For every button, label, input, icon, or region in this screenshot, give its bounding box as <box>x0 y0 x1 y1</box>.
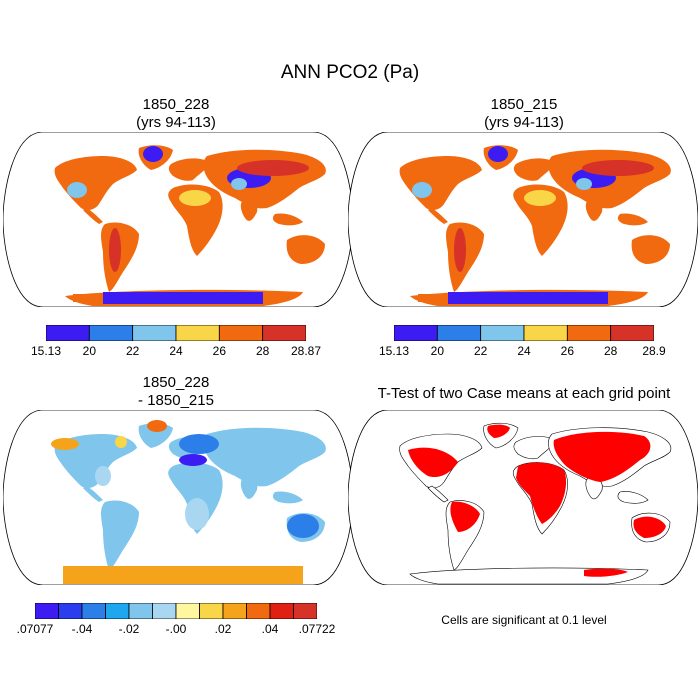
colorbar-swatch <box>269 603 294 619</box>
colorbar-swatch <box>152 603 177 619</box>
panel-title-line1: 1850_215 <box>490 96 558 113</box>
colorbar-top-right <box>394 325 654 341</box>
figure-title: ANN PCO2 (Pa) <box>280 62 420 83</box>
colorbar-label: 28.87 <box>290 344 322 358</box>
panel-title-line2: (yrs 94-113) <box>484 114 564 131</box>
panel-title-line1: T-Test of two Case means at each grid po… <box>377 385 671 402</box>
colorbar-diff <box>35 603 317 619</box>
colorbar-swatch <box>246 603 271 619</box>
colorbar-swatch <box>81 603 106 619</box>
panel-title-line2: (yrs 94-113) <box>136 114 216 131</box>
world-map-icon <box>3 132 353 307</box>
colorbar-swatch <box>480 325 525 341</box>
colorbar-label: .07722 <box>298 622 336 636</box>
colorbar-swatch <box>46 325 90 341</box>
world-map-icon <box>3 410 353 585</box>
panel-title-bottom-left: 1850_228 - 1850_215 <box>4 374 348 410</box>
significance-note: Cells are significant at 0.1 level <box>441 613 607 627</box>
colorbar-label: 20 <box>82 344 97 358</box>
colorbar-label: -.04 <box>71 622 93 636</box>
colorbar-swatch <box>293 603 317 619</box>
colorbar-swatch <box>222 603 247 619</box>
colorbar-swatch <box>35 603 59 619</box>
colorbar-swatch <box>199 603 224 619</box>
colorbar-swatch <box>218 325 264 341</box>
panel-title-top-left: 1850_228 (yrs 94-113) <box>4 96 348 132</box>
colorbar-swatch <box>523 325 568 341</box>
panel-title-line1: 1850_228 <box>142 374 210 391</box>
colorbar-swatch <box>175 325 220 341</box>
world-map-icon <box>348 410 698 585</box>
colorbar-label: 22 <box>473 344 488 358</box>
colorbar-swatch <box>88 325 134 341</box>
colorbar-label: 26 <box>212 344 227 358</box>
colorbar-label: 15.13 <box>378 344 410 358</box>
colorbar-label: 22 <box>125 344 140 358</box>
colorbar-label: -.00 <box>165 622 187 636</box>
panel-title-line1: 1850_228 <box>142 96 210 113</box>
colorbar-label: .07077 <box>16 622 54 636</box>
colorbar-swatch <box>394 325 438 341</box>
colorbar-top-left <box>46 325 306 341</box>
colorbar-label: .02 <box>214 622 232 636</box>
colorbar-label: .04 <box>261 622 279 636</box>
colorbar-labels-top-right: 15.13 20 22 24 26 28 28.9 <box>379 344 666 360</box>
colorbar-swatch <box>132 325 177 341</box>
world-map-icon <box>348 132 698 307</box>
colorbar-label: 24 <box>517 344 531 358</box>
colorbar-swatch <box>566 325 612 341</box>
colorbar-swatch <box>436 325 482 341</box>
colorbar-swatch <box>610 325 654 341</box>
colorbar-swatch <box>58 603 83 619</box>
colorbar-label: 15.13 <box>30 344 62 358</box>
colorbar-label: 24 <box>169 344 183 358</box>
panel-title-line2: - 1850_215 <box>138 392 214 409</box>
colorbar-label: 28 <box>603 344 618 358</box>
colorbar-labels-top-left: 15.13 20 22 24 26 28 28.87 <box>31 344 321 360</box>
colorbar-label: -.02 <box>118 622 140 636</box>
colorbar-swatch <box>128 603 153 619</box>
panel-title-top-right: 1850_215 (yrs 94-113) <box>350 96 698 132</box>
colorbar-label: 20 <box>430 344 445 358</box>
colorbar-swatch <box>105 603 130 619</box>
panel-title-bottom-right: T-Test of two Case means at each grid po… <box>350 385 698 403</box>
colorbar-swatch <box>175 603 200 619</box>
colorbar-label: 26 <box>560 344 575 358</box>
colorbar-label: 28.9 <box>642 344 666 358</box>
colorbar-label: 28 <box>255 344 270 358</box>
colorbar-labels-diff: .07077 -.04 -.02 -.00 .02 .04 .07722 <box>17 622 336 638</box>
colorbar-swatch <box>262 325 306 341</box>
